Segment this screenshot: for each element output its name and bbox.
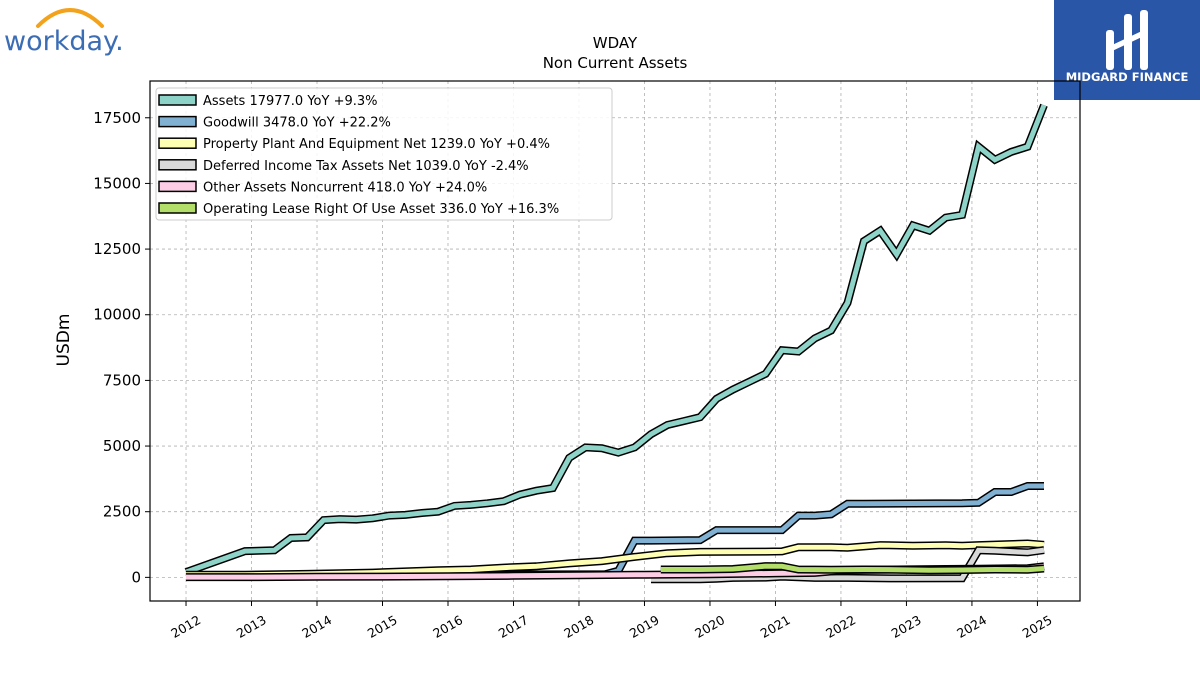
x-tick-label: 2021 [758,612,793,641]
y-tick-label: 17500 [93,109,141,127]
plot-frame [149,80,1081,602]
legend-entry: Deferred Income Tax Assets Net 1039.0 Yo… [158,159,529,174]
x-tick-label: 2018 [561,612,596,641]
workday-logo-text: workday. [4,26,124,57]
legend-swatch [158,202,197,214]
x-tick-label: 2023 [889,612,924,641]
x-tick-label: 2013 [234,612,269,641]
x-tick-label: 2025 [1020,612,1055,641]
y-axis: 0 2500 5000 7500 10000 12500 15000 17500 [93,109,150,586]
series-line-fill [185,104,1047,575]
legend-label: Assets 17977.0 YoY +9.3% [203,94,378,109]
x-axis: 2012 2013 2014 2015 2016 2017 2018 2019 2020 2021… [168,601,1055,641]
series-line [651,546,1045,584]
legend-entry: Goodwill 3478.0 YoY +22.2% [158,115,391,131]
series-line [184,103,1048,576]
y-tick-label: 2500 [103,503,141,521]
midgard-finance-logo: MIDGARD FINANCE [1054,0,1200,100]
series-line-fill [651,547,1045,582]
legend-swatch [158,159,197,171]
chart-subtitle: Non Current Assets [543,54,688,72]
series-line [185,482,1044,580]
x-tick-label: 2015 [365,612,400,641]
legend-entry: Other Assets Noncurrent 418.0 YoY +24.0% [158,180,487,195]
midgard-emblem-icon [1106,10,1148,70]
legend-box [155,87,613,221]
series-line-fill [185,483,1044,578]
legend-swatch [158,137,197,149]
series-line [186,539,1045,579]
y-tick-label: 15000 [93,174,141,192]
workday-logo: workday. [4,8,124,57]
legend-swatch [158,94,197,106]
legend-entry: Property Plant And Equipment Net 1239.0 … [158,137,550,152]
x-tick-label: 2017 [496,612,531,641]
x-tick-label: 2020 [692,612,727,641]
legend-swatch [158,115,197,128]
legend-label: Other Assets Noncurrent 418.0 YoY +24.0% [203,180,487,195]
x-tick-label: 2016 [430,612,465,641]
legend-entry: Assets 17977.0 YoY +9.3% [158,94,378,109]
series-line [660,562,1045,575]
series-lines [184,103,1048,584]
series-line-fill [660,563,1045,573]
legend-entry: Operating Lease Right Of Use Asset 336.0… [158,202,559,217]
y-tick-label: 0 [131,568,141,586]
midgard-finance-logo-text: MIDGARD FINANCE [1066,70,1189,84]
x-tick-label: 2014 [299,612,334,641]
series-line-fill [186,540,1045,578]
x-tick-label: 2022 [823,612,858,641]
y-tick-label: 10000 [93,306,141,324]
legend-swatch [158,180,197,193]
workday-logo-arc [36,8,104,28]
midgard-finance-logo-mark: MIDGARD FINANCE [1066,10,1189,84]
y-tick-label: 5000 [103,437,141,455]
y-axis-label: USDm [54,314,74,367]
x-tick-label: 2019 [627,612,662,641]
legend-label: Deferred Income Tax Assets Net 1039.0 Yo… [203,159,529,174]
chart-title: WDAY [593,34,638,52]
x-tick-label: 2024 [954,612,989,641]
legend: Assets 17977.0 YoY +9.3% Goodwill 3478.0 … [155,87,613,221]
grid [150,81,1080,601]
x-tick-label: 2012 [168,612,203,641]
legend-label: Property Plant And Equipment Net 1239.0 … [203,137,550,152]
y-tick-label: 7500 [103,371,141,389]
legend-label: Operating Lease Right Of Use Asset 336.0… [203,202,559,217]
y-tick-label: 12500 [93,240,141,258]
legend-label: Goodwill 3478.0 YoY +22.2% [203,116,391,131]
